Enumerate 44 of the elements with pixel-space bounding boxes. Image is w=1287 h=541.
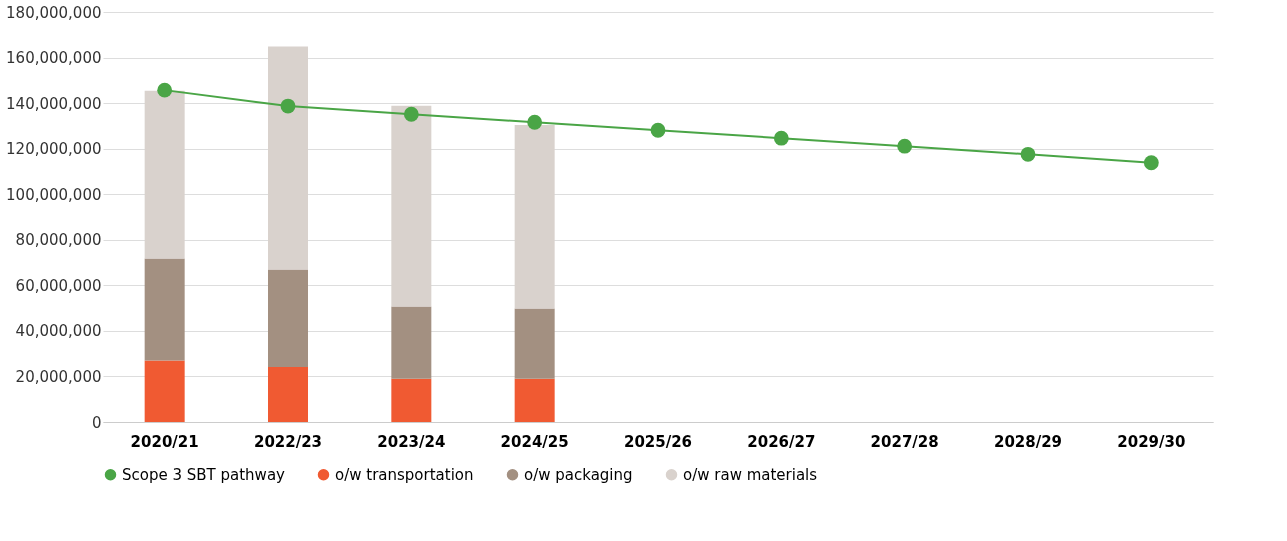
- y-tick-label: 40,000,000: [15, 322, 102, 341]
- point: [403, 106, 419, 122]
- point: [773, 130, 789, 146]
- point: [527, 114, 543, 130]
- y-tick-label: 160,000,000: [6, 49, 102, 68]
- bar: [514, 124, 555, 309]
- point: [1020, 146, 1036, 162]
- y-tick-label: 80,000,000: [15, 231, 102, 250]
- point: [1143, 155, 1159, 171]
- y-tick-label: 120,000,000: [6, 140, 102, 159]
- legend-label: o/w transportation: [335, 465, 474, 484]
- x-tick-label: 2028/29: [993, 432, 1063, 451]
- bar: [391, 105, 432, 307]
- bar: [391, 306, 432, 379]
- bar: [268, 366, 308, 422]
- x-tick-label: 2026/27: [747, 432, 816, 451]
- point: [157, 82, 173, 98]
- legend-label: Scope 3 SBT pathway: [122, 465, 286, 484]
- bar: [144, 258, 185, 361]
- y-tick-label: 100,000,000: [6, 185, 102, 204]
- bar: [514, 308, 555, 379]
- point: [280, 98, 296, 114]
- y-tick-label: 20,000,000: [15, 367, 102, 386]
- bar: [144, 90, 185, 259]
- x-tick-label: 2029/30: [1117, 432, 1186, 451]
- y-tick-label: 180,000,000: [6, 3, 102, 22]
- x-tick-label: 2023/24: [377, 432, 446, 451]
- y-tick-label: 0: [91, 413, 102, 432]
- bar: [391, 378, 432, 422]
- bar: [268, 269, 308, 367]
- y-tick-label: 60,000,000: [15, 276, 102, 295]
- x-tick-label: 2022/23: [253, 432, 323, 451]
- x-tick-label: 2025/26: [623, 432, 693, 451]
- point: [897, 138, 913, 154]
- bar: [144, 360, 185, 422]
- point: [650, 122, 666, 138]
- x-tick-label: 2024/25: [500, 432, 569, 451]
- legend-label: o/w raw materials: [683, 465, 818, 484]
- y-tick-label: 140,000,000: [6, 94, 102, 113]
- x-tick-label: 2020/21: [130, 432, 199, 451]
- x-tick-label: 2027/28: [870, 432, 939, 451]
- bar: [514, 378, 555, 422]
- bar: [268, 46, 308, 270]
- legend-label: o/w packaging: [524, 465, 633, 484]
